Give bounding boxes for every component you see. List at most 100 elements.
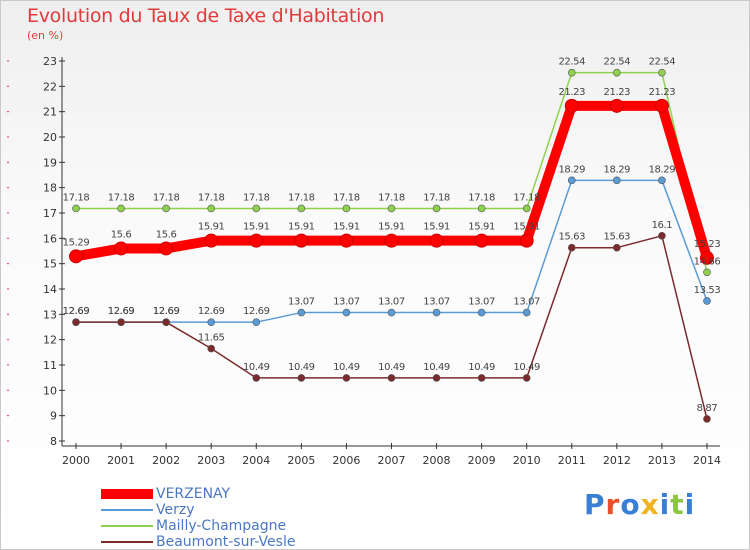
y-tick-label: 11 [43,359,57,372]
y-tick-label: 13 [43,308,57,321]
data-point-3 [613,243,621,252]
data-label-2: 22.54 [558,57,585,68]
data-label-2: 17.18 [333,192,360,203]
y-tick-label: 15 [43,258,57,271]
logo-letter: t [670,488,685,521]
data-label-2: 17.18 [423,192,450,203]
data-point-1 [207,318,216,326]
data-point-3 [703,415,711,423]
data-label-0: 15.91 [198,222,225,233]
data-label-3: 10.49 [423,362,450,373]
data-point-2 [117,204,125,213]
data-point-0 [114,241,129,256]
x-tick-label: 2001 [107,454,135,467]
x-tick-label: 2012 [603,454,631,467]
data-point-2 [477,204,486,213]
data-point-0 [429,233,444,248]
data-point-2 [342,204,351,213]
data-label-1: 12.69 [63,306,90,317]
legend-item: Beaumont-sur-Vesle [101,534,295,550]
data-point-1 [387,308,396,317]
data-point-2 [162,204,170,213]
data-label-2: 17.18 [198,192,225,203]
proxiti-logo: Proxiti [584,488,695,521]
logo-letter: o [620,488,641,521]
data-label-1: 13.07 [423,297,450,308]
y-tick-label: 8 [50,435,57,448]
data-label-0: 15.6 [156,229,177,240]
data-label-0: 21.23 [649,87,676,98]
chart-series-points [69,68,714,423]
data-label-1: 13.53 [694,285,721,296]
data-label-1: 13.07 [333,297,360,308]
chart-legend: VERZENAY Verzy Mailly-Champagne Beaumont-su… [101,486,295,550]
data-label-3: 12.69 [153,306,180,317]
legend-label: VERZENAY [156,486,231,502]
legend-item: VERZENAY [101,486,295,502]
chart-title: Evolution du Taux de Taxe d'Habitation [27,5,385,27]
data-point-2 [252,204,261,213]
data-point-1 [703,297,711,305]
data-label-2: 17.18 [63,192,90,203]
data-label-1: 18.29 [649,164,676,175]
legend-item: Mailly-Champagne [101,518,295,534]
x-tick-label: 2009 [468,454,496,467]
data-label-0: 15.91 [423,222,450,233]
x-tick-label: 2002 [152,454,180,467]
data-label-1: 13.07 [513,297,540,308]
y-tick-label: 9 [50,410,57,423]
x-tick-label: 2000 [62,454,90,467]
data-point-2 [567,68,576,77]
data-label-2: 17.18 [378,192,405,203]
data-point-1 [567,176,576,185]
x-tick-label: 2008 [423,454,451,467]
legend-label: Beaumont-sur-Vesle [156,534,296,550]
data-point-0 [609,98,624,113]
data-label-1: 13.07 [378,297,405,308]
data-label-3: 10.49 [468,362,495,373]
data-point-2 [522,204,531,213]
data-label-1: 12.69 [243,306,270,317]
data-label-3: 10.49 [243,362,270,373]
legend-swatch [101,525,153,527]
data-point-1 [342,308,351,317]
data-label-2: 17.18 [108,192,135,203]
chart-data-labels: 17.18 17.18 17.18 17.18 17.18 17.18 17.18 17.18… [63,57,721,414]
data-label-0: 15.91 [243,222,270,233]
data-point-1 [658,176,666,185]
data-point-3 [432,374,441,382]
logo-letter: P [584,488,606,521]
data-label-2: 14.66 [694,256,721,267]
data-point-2 [207,204,216,213]
data-point-3 [658,232,666,240]
data-label-2: 17.18 [288,192,315,203]
data-label-3: 12.69 [108,306,135,317]
data-label-0: 21.23 [558,87,585,98]
data-point-1 [252,318,261,326]
data-point-3 [207,344,216,353]
data-point-3 [252,374,261,382]
legend-swatch [101,489,153,499]
data-point-0 [564,98,579,113]
data-label-0: 15.23 [694,239,721,250]
data-label-0: 15.91 [378,222,405,233]
data-label-3: 15.63 [558,232,585,243]
chart-unit-label: (en %) [27,29,64,42]
data-point-0 [474,233,489,248]
data-label-3: 11.65 [198,333,225,344]
data-label-3: 10.49 [288,362,315,373]
data-label-1: 13.07 [288,297,315,308]
data-point-1 [297,308,306,317]
data-label-1: 18.29 [604,164,631,175]
legend-swatch [101,509,153,511]
data-point-2 [432,204,441,213]
y-tick-label: 12 [43,334,57,347]
y-tick-label: 16 [43,232,57,245]
data-point-0 [294,233,309,248]
data-point-3 [567,243,576,252]
data-point-1 [477,308,486,317]
x-tick-label: 2007 [377,454,405,467]
x-tick-label: 2014 [693,454,721,467]
legend-label: Mailly-Champagne [156,518,287,534]
data-point-0 [699,250,714,265]
